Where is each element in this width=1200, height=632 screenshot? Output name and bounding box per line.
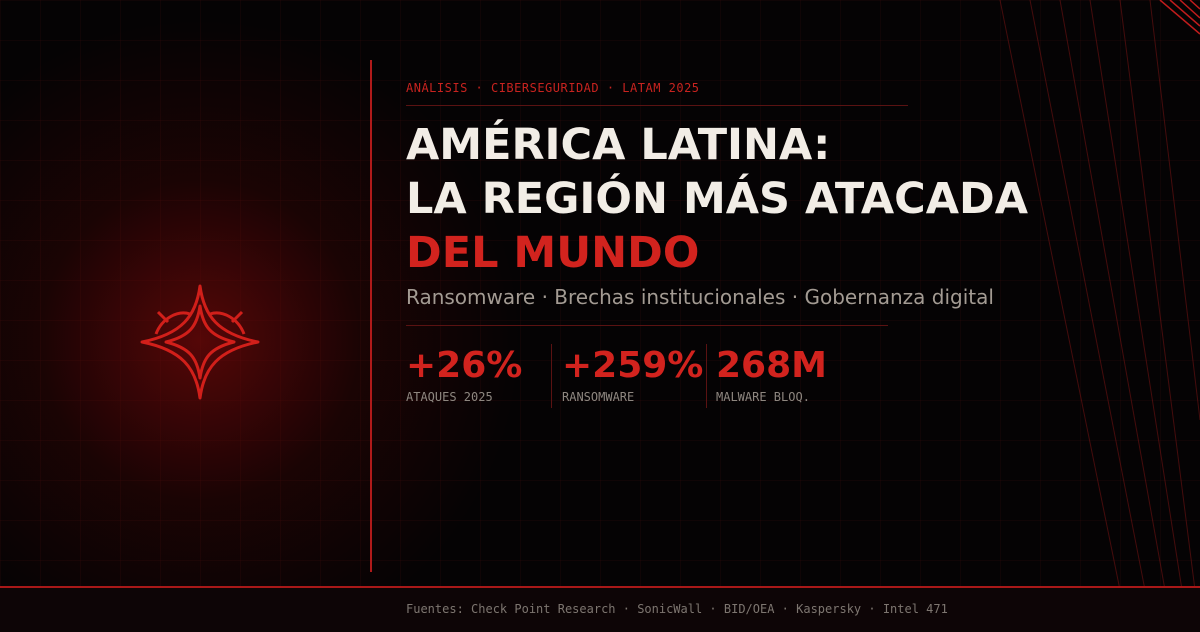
kicker-label: ANÁLISIS · CIBERSEGURIDAD · LATAM 2025	[406, 81, 700, 95]
stat-attacks: +26% ATAQUES 2025	[406, 344, 522, 408]
stat-label: RANSOMWARE	[562, 390, 635, 404]
stat-malware: 268M MALWARE BLOQ.	[716, 344, 827, 408]
stat-divider	[706, 344, 707, 408]
subtitle: Ransomware · Brechas institucionales · G…	[406, 285, 994, 309]
vertical-accent-line	[370, 60, 372, 572]
headline-line-3: DEL MUNDO	[406, 228, 700, 278]
stat-label: ATAQUES 2025	[406, 390, 493, 404]
headline: AMÉRICA LATINA: LA REGIÓN MÁS ATACADA DE…	[406, 118, 1028, 280]
stat-divider	[551, 344, 552, 408]
stat-value: +259%	[562, 345, 704, 386]
headline-line-1: AMÉRICA LATINA:	[406, 120, 831, 170]
kicker-divider	[406, 105, 908, 106]
stat-value: 268M	[716, 345, 827, 386]
star-shield-emblem-icon	[140, 284, 260, 400]
subtitle-divider	[406, 325, 888, 326]
stat-value: +26%	[406, 345, 523, 386]
footer-bar	[0, 586, 1200, 632]
sources-text: Fuentes: Check Point Research · SonicWal…	[406, 602, 948, 616]
stat-ransomware: +259% RANSOMWARE	[562, 344, 703, 408]
stat-label: MALWARE BLOQ.	[716, 390, 810, 404]
headline-line-2: LA REGIÓN MÁS ATACADA	[406, 174, 1028, 224]
